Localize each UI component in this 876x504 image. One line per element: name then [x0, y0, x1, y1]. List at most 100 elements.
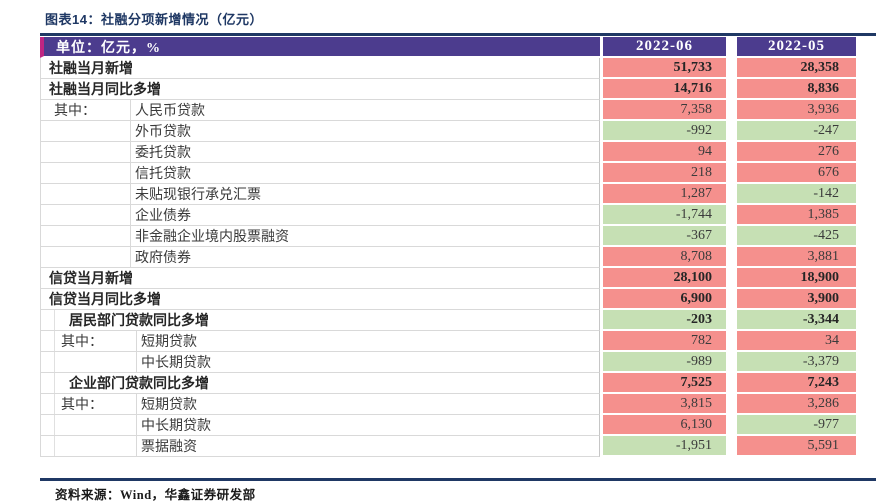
row-label-prefix	[55, 352, 137, 372]
row-label-text: 居民部门贷款同比多增	[69, 314, 209, 329]
table-row: 企业部门贷款同比多增 7,525 7,243	[40, 373, 856, 394]
table-header-row: 单位：亿元，% 2022-06 2022-05	[40, 37, 856, 58]
row-label-prefix	[55, 415, 137, 435]
value-cell: -203	[603, 310, 726, 331]
row-label: 中长期贷款	[40, 352, 600, 373]
row-label-item: 外币贷款	[135, 125, 191, 140]
indent-cell	[41, 394, 55, 414]
row-label: 信贷当月同比多增	[40, 289, 600, 310]
row-label-text: 企业部门贷款同比多增	[69, 377, 209, 392]
row-label-prefix	[41, 205, 131, 225]
value-cell: 18,900	[737, 268, 856, 289]
row-label-text: 信贷当月同比多增	[49, 293, 161, 308]
value-cell: 218	[603, 163, 726, 184]
table-row: 中长期贷款 -989 -3,379	[40, 352, 856, 373]
row-label-item: 票据融资	[141, 440, 197, 455]
row-label: 社融当月新增	[40, 58, 600, 79]
indent-cell	[41, 415, 55, 435]
value-cell: 8,708	[603, 247, 726, 268]
row-label-item: 中长期贷款	[141, 419, 211, 434]
row-label-item: 非金融企业境内股票融资	[135, 230, 289, 245]
value-cell: 51,733	[603, 58, 726, 79]
value-cell: -992	[603, 121, 726, 142]
row-label-item: 人民币贷款	[135, 104, 205, 119]
row-label-prefix	[41, 121, 131, 141]
table-row: 政府债券 8,708 3,881	[40, 247, 856, 268]
table-row: 其中： 人民币贷款 7,358 3,936	[40, 100, 856, 121]
value-cell: 3,936	[737, 100, 856, 121]
table-row: 信贷当月同比多增 6,900 3,900	[40, 289, 856, 310]
table-row: 社融当月同比多增 14,716 8,836	[40, 79, 856, 100]
row-label: 未贴现银行承兑汇票	[40, 184, 600, 205]
table-row: 信贷当月新增 28,100 18,900	[40, 268, 856, 289]
value-cell: 7,525	[603, 373, 726, 394]
table-row: 社融当月新增 51,733 28,358	[40, 58, 856, 79]
data-table: 单位：亿元，% 2022-06 2022-05 社融当月新增 51,733 28,3…	[40, 37, 856, 457]
value-cell: 3,881	[737, 247, 856, 268]
row-label-item: 委托贷款	[135, 146, 191, 161]
table-row: 企业债券 -1,744 1,385	[40, 205, 856, 226]
value-cell: 28,358	[737, 58, 856, 79]
row-label: 信贷当月新增	[40, 268, 600, 289]
row-label-prefix	[41, 226, 131, 246]
indent-cell	[41, 331, 55, 351]
table-row: 信托贷款 218 676	[40, 163, 856, 184]
value-cell: 7,243	[737, 373, 856, 394]
row-label-item: 未贴现银行承兑汇票	[135, 188, 261, 203]
row-label-prefix	[41, 247, 131, 267]
row-label: 其中： 短期贷款	[40, 331, 600, 352]
value-cell: -3,379	[737, 352, 856, 373]
value-cell: 6,130	[603, 415, 726, 436]
row-label: 信托贷款	[40, 163, 600, 184]
row-label-text: 社融当月新增	[49, 62, 133, 77]
value-cell: 1,287	[603, 184, 726, 205]
row-label: 企业债券	[40, 205, 600, 226]
value-cell: 782	[603, 331, 726, 352]
value-cell: -142	[737, 184, 856, 205]
value-cell: 34	[737, 331, 856, 352]
column-header-2022-06: 2022-06	[603, 37, 726, 58]
row-label-item: 信托贷款	[135, 167, 191, 182]
row-label: 非金融企业境内股票融资	[40, 226, 600, 247]
value-cell: 28,100	[603, 268, 726, 289]
row-label: 居民部门贷款同比多增	[40, 310, 600, 331]
table-row: 中长期贷款 6,130 -977	[40, 415, 856, 436]
value-cell: -367	[603, 226, 726, 247]
value-cell: 1,385	[737, 205, 856, 226]
bottom-rule	[40, 478, 876, 481]
value-cell: 3,286	[737, 394, 856, 415]
indent-cell	[41, 310, 55, 330]
row-label: 其中： 短期贷款	[40, 394, 600, 415]
value-cell: -1,951	[603, 436, 726, 457]
row-label-text: 信贷当月新增	[49, 272, 133, 287]
row-label-item: 中长期贷款	[141, 356, 211, 371]
row-label: 中长期贷款	[40, 415, 600, 436]
value-cell: 5,591	[737, 436, 856, 457]
figure-title: 图表14：社融分项新增情况（亿元）	[45, 12, 263, 27]
value-cell: -989	[603, 352, 726, 373]
value-cell: 676	[737, 163, 856, 184]
row-label: 委托贷款	[40, 142, 600, 163]
row-label: 政府债券	[40, 247, 600, 268]
row-label: 其中： 人民币贷款	[40, 100, 600, 121]
table-body: 社融当月新增 51,733 28,358 社融当月同比多增 14,716 8,836 其中：…	[40, 58, 856, 457]
top-rule	[40, 33, 876, 36]
column-header-2022-05: 2022-05	[737, 37, 856, 58]
row-label-prefix	[41, 163, 131, 183]
indent-cell	[41, 436, 55, 456]
row-label-item: 政府债券	[135, 251, 191, 266]
table-row: 其中： 短期贷款 782 34	[40, 331, 856, 352]
value-cell: 6,900	[603, 289, 726, 310]
value-cell: 14,716	[603, 79, 726, 100]
row-label-item: 短期贷款	[141, 335, 197, 350]
value-cell: -425	[737, 226, 856, 247]
value-cell: 94	[603, 142, 726, 163]
value-cell: -247	[737, 121, 856, 142]
table-row: 票据融资 -1,951 5,591	[40, 436, 856, 457]
value-cell: -3,344	[737, 310, 856, 331]
row-label-item: 短期贷款	[141, 398, 197, 413]
table-row: 未贴现银行承兑汇票 1,287 -142	[40, 184, 856, 205]
value-cell: -1,744	[603, 205, 726, 226]
row-label-item: 企业债券	[135, 209, 191, 224]
